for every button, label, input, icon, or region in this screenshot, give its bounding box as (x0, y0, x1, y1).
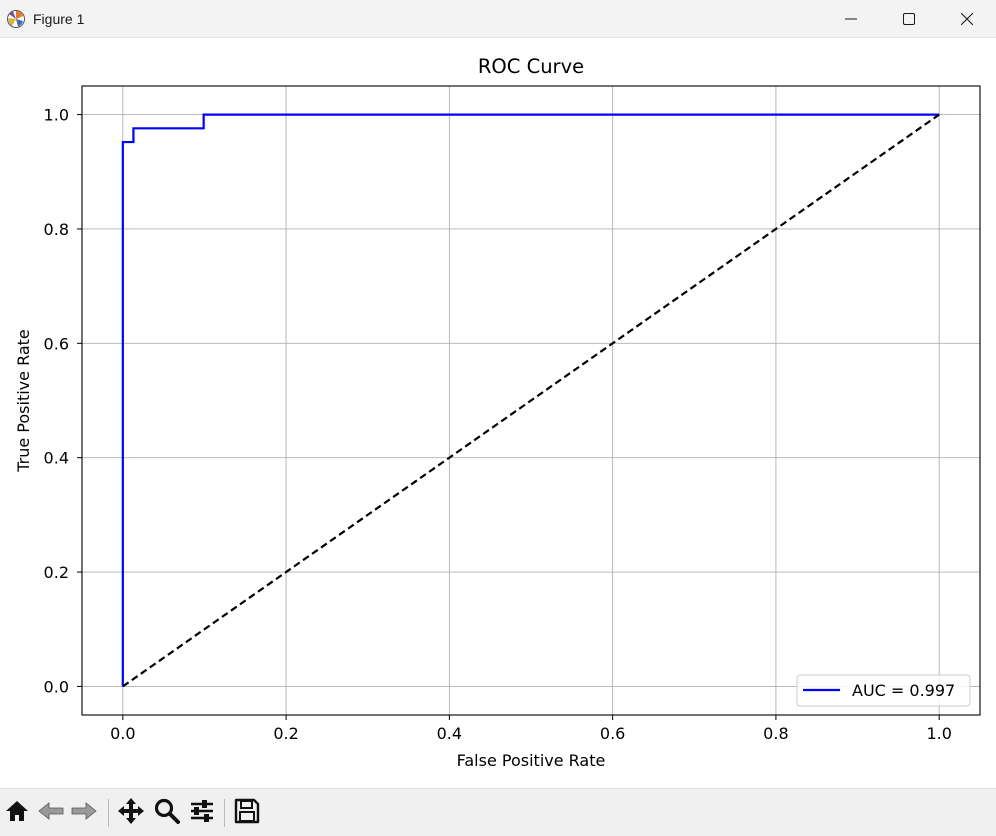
zoom-icon (153, 797, 181, 829)
plot-frame (81, 85, 981, 716)
title-bar: Figure 1 (0, 0, 996, 38)
x-tick-label: 0.0 (110, 724, 135, 743)
chance-diagonal-line (122, 113, 940, 688)
close-button[interactable] (938, 0, 996, 38)
minimize-button[interactable] (822, 0, 880, 38)
zoom-button[interactable] (151, 797, 183, 829)
save-icon (233, 797, 261, 829)
save-button[interactable] (231, 797, 263, 829)
pan-button[interactable] (115, 797, 147, 829)
pan-icon (116, 796, 146, 830)
matplotlib-logo-icon (6, 9, 26, 29)
forward-icon (69, 797, 99, 829)
roc-curve-line (121, 113, 940, 687)
close-icon (961, 13, 973, 25)
y-tick-label: 0.0 (44, 677, 69, 696)
home-icon (3, 797, 31, 829)
minimize-icon (845, 13, 857, 25)
roc-chart: 0.0 0.2 0.4 0.6 0.8 1.0 0.0 0.2 0.4 0.6 0.8 1.0 ROC … (14, 55, 981, 770)
window-title: Figure 1 (33, 11, 85, 27)
chart-title: ROC Curve (478, 55, 584, 78)
x-tick-label: 0.8 (763, 724, 788, 743)
maximize-button[interactable] (880, 0, 938, 38)
legend: AUC = 0.997 (796, 674, 971, 707)
back-icon (36, 797, 66, 829)
y-tick-label: 0.6 (44, 334, 69, 353)
figure-canvas[interactable]: 0.0 0.2 0.4 0.6 0.8 1.0 0.0 0.2 0.4 0.6 0.8 1.0 ROC … (0, 38, 996, 788)
navigation-toolbar (0, 788, 996, 836)
legend-label: AUC = 0.997 (852, 681, 955, 700)
y-tick-label: 1.0 (44, 106, 69, 125)
y-tick-label: 0.4 (44, 449, 69, 468)
x-tick-label: 0.6 (600, 724, 625, 743)
legend-box (796, 674, 971, 707)
x-tick-label: 0.2 (273, 724, 298, 743)
y-axis-label: True Positive Rate (14, 329, 33, 473)
toolbar-separator (224, 799, 225, 827)
x-tick-label: 1.0 (926, 724, 951, 743)
maximize-icon (903, 13, 915, 25)
x-tick-label: 0.4 (437, 724, 462, 743)
back-button[interactable] (35, 797, 67, 829)
x-axis-label: False Positive Rate (457, 751, 606, 770)
toolbar-separator (108, 799, 109, 827)
home-button[interactable] (1, 797, 33, 829)
y-tick-label: 0.2 (44, 563, 69, 582)
configure-subplots-icon (188, 797, 216, 829)
y-tick-label: 0.8 (44, 220, 69, 239)
forward-button[interactable] (68, 797, 100, 829)
configure-subplots-button[interactable] (186, 797, 218, 829)
